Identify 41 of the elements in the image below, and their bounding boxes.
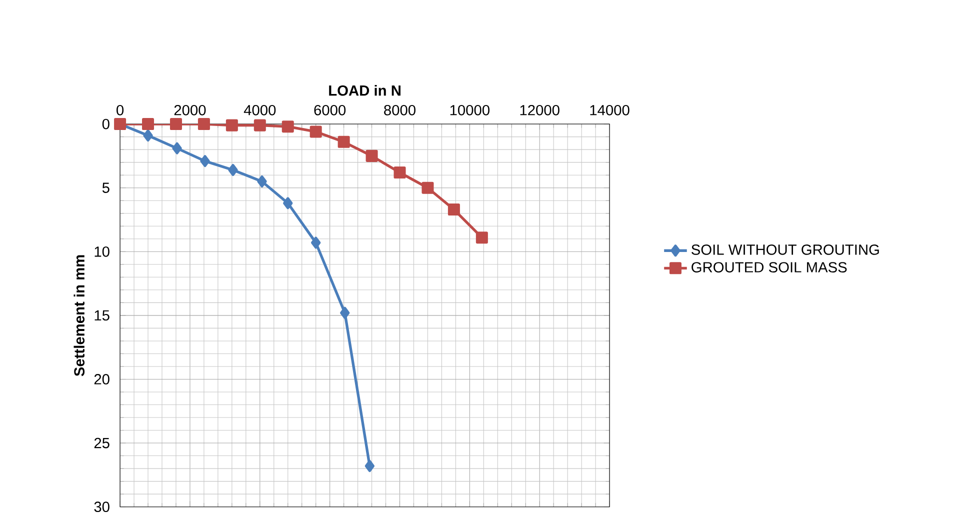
point: [172, 142, 182, 154]
y-tick-label: 20: [94, 374, 110, 384]
x-tick-label: 8000: [384, 104, 416, 116]
y-tick-label: 0: [102, 118, 110, 130]
point: [311, 236, 321, 249]
point: [476, 232, 488, 244]
x-tick-label: 6000: [314, 104, 346, 116]
x-tick-label: 12000: [520, 104, 560, 116]
y-tick-label: 5: [102, 182, 110, 193]
point: [366, 150, 378, 162]
point: [283, 197, 293, 210]
point: [198, 118, 210, 130]
legend-label: SOIL WITHOUT GROUTING: [692, 244, 879, 255]
x-tick-label: 10000: [450, 104, 490, 116]
y-tick-label: 15: [94, 310, 110, 320]
point: [310, 126, 322, 138]
point: [282, 120, 294, 133]
y-tick-label: 25: [94, 438, 110, 448]
point: [254, 119, 266, 132]
point: [142, 118, 154, 130]
y-axis-title: Settlement in mm: [74, 255, 85, 376]
x-tick-label: 14000: [590, 104, 630, 116]
x-tick-label: 0: [116, 104, 124, 116]
x-axis-title: LOAD in N: [329, 84, 400, 96]
point: [226, 119, 238, 132]
point: [394, 166, 406, 178]
y-tick-label: 30: [94, 502, 110, 512]
point: [448, 203, 460, 216]
point: [257, 175, 267, 188]
x-tick-label: 4000: [244, 104, 276, 116]
x-tick-label: 2000: [174, 104, 206, 116]
point: [422, 182, 434, 194]
point: [228, 164, 238, 176]
point: [340, 306, 350, 319]
point: [143, 129, 153, 142]
legend-label: GROUTED SOIL MASS: [692, 262, 847, 272]
point: [364, 460, 375, 472]
point: [338, 136, 350, 148]
point: [200, 154, 210, 167]
point: [170, 118, 182, 130]
y-tick-label: 10: [94, 246, 110, 257]
